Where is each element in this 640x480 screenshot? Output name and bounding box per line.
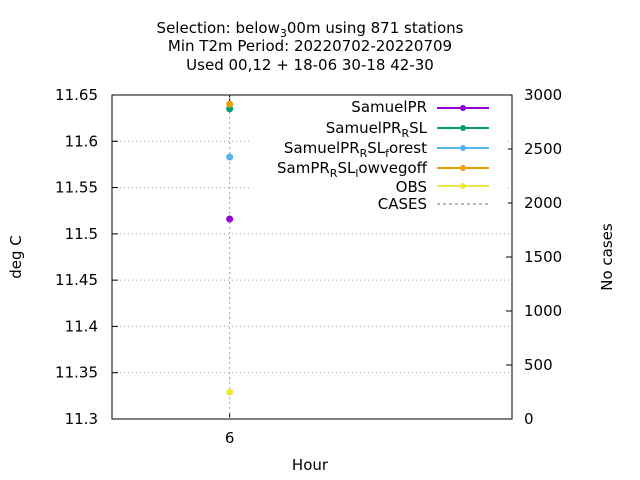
y-axis-label: deg C <box>7 235 25 279</box>
y-tick-label: 11.65 <box>55 86 98 104</box>
title-line-1: Selection: below300m using 871 stations <box>157 19 464 40</box>
y-tick-label: 11.55 <box>55 179 98 197</box>
data-points <box>226 100 234 396</box>
y-tick-label: 11.45 <box>55 271 98 289</box>
chart-title: Selection: below300m using 871 stations … <box>157 19 464 74</box>
legend-swatch-marker <box>460 183 466 189</box>
legend: SamuelPR SamuelPRRSL SamuelPRRSLforest S… <box>252 97 508 217</box>
legend-label-obs: OBS <box>396 178 427 196</box>
tick-labels: 11.3 11.35 11.4 11.45 11.5 11.55 11.6 11.65 0 500… <box>55 86 562 447</box>
legend-swatch-marker <box>460 105 466 111</box>
data-point-series-5 <box>226 388 234 396</box>
y-tick-label: 11.35 <box>55 364 98 382</box>
legend-label-samuelpr: SamuelPR <box>351 98 427 116</box>
y2-tick-label: 2500 <box>524 140 562 158</box>
y2-tick-label: 0 <box>524 410 534 428</box>
data-point-series-1 <box>226 215 234 223</box>
plot-frame <box>111 94 513 420</box>
title-line-3: Used 00,12 + 18-06 30-18 42-30 <box>186 56 434 74</box>
legend-swatch-marker <box>460 125 466 131</box>
axes <box>111 94 513 420</box>
y2-tick-label: 1500 <box>524 248 562 266</box>
legend-background <box>252 97 508 217</box>
legend-swatches <box>437 105 489 205</box>
y-tick-label: 11.4 <box>65 317 98 335</box>
legend-swatch-marker <box>460 165 466 171</box>
legend-label-samuelpr-rsl-forest: SamuelPRRSLforest <box>284 139 427 160</box>
y-tick-label: 11.5 <box>65 225 98 243</box>
data-point-series-4 <box>226 100 234 108</box>
x-tick-label: 6 <box>225 429 235 447</box>
y2-tick-label: 2000 <box>524 194 562 212</box>
y2-tick-label: 1000 <box>524 302 562 320</box>
y-tick-label: 11.6 <box>65 132 98 150</box>
legend-label-samuelpr-rsl: SamuelPRRSL <box>326 119 428 140</box>
legend-swatch-marker <box>460 145 466 151</box>
y-tick-label: 11.3 <box>65 410 98 428</box>
data-point-series-3 <box>226 153 234 161</box>
y2-tick-label: 500 <box>524 356 553 374</box>
y2-axis-label: No cases <box>598 223 616 291</box>
title-line-2: Min T2m Period: 20220702-20220709 <box>168 37 452 55</box>
legend-label-cases: CASES <box>378 195 427 213</box>
legend-label-sampr-rsl-lowvegoff: SamPRRSLlowvegoff <box>277 159 428 180</box>
y2-tick-label: 3000 <box>524 86 562 104</box>
x-axis-label: Hour <box>292 456 329 474</box>
